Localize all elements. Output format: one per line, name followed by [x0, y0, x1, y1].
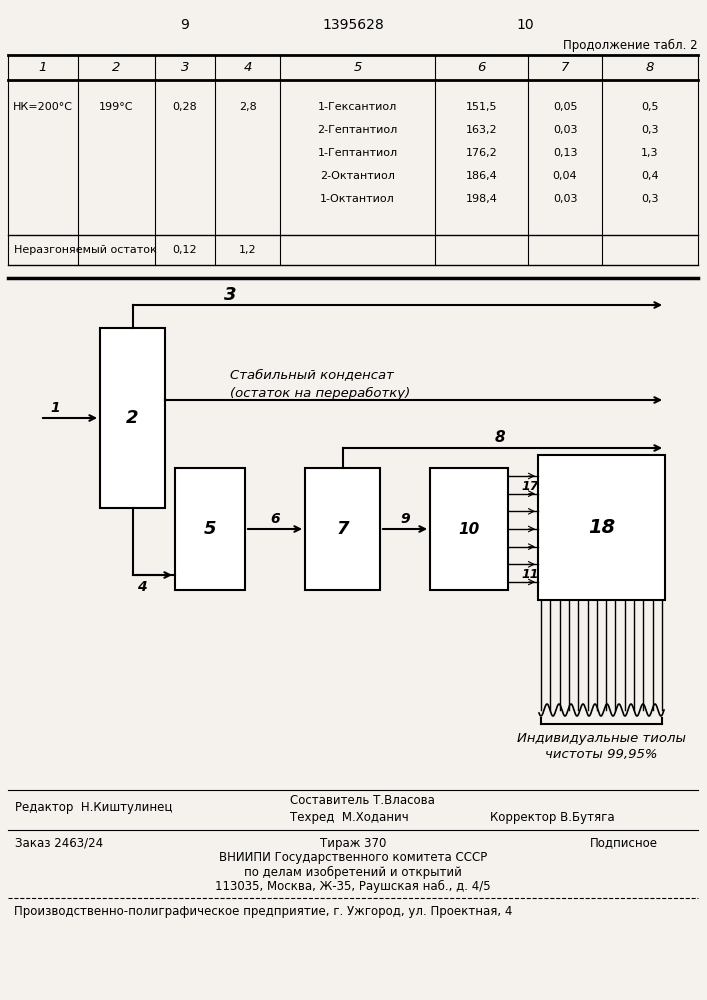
Text: 9: 9	[180, 18, 189, 32]
Text: 1,3: 1,3	[641, 148, 659, 158]
Text: 1: 1	[39, 61, 47, 74]
Bar	[430, 468, 508, 590]
Text: по делам изобретений и открытий: по делам изобретений и открытий	[244, 865, 462, 879]
Text: Корректор В.Бутяга: Корректор В.Бутяга	[490, 810, 614, 824]
Text: 9: 9	[400, 512, 410, 526]
Text: Продолжение табл. 2: Продолжение табл. 2	[563, 38, 698, 52]
Text: Подписное: Подписное	[590, 836, 658, 850]
Text: Редактор  Н.Киштулинец: Редактор Н.Киштулинец	[15, 802, 173, 814]
Text: 7: 7	[337, 520, 349, 538]
Text: 3: 3	[181, 61, 189, 74]
Text: 199°С: 199°С	[99, 102, 134, 112]
Text: 0,4: 0,4	[641, 171, 659, 181]
Text: 11: 11	[521, 568, 539, 580]
Text: 0,13: 0,13	[553, 148, 577, 158]
Text: ВНИИПИ Государственного комитета СССР: ВНИИПИ Государственного комитета СССР	[219, 852, 487, 864]
Bar	[175, 468, 245, 590]
Text: 0,3: 0,3	[641, 194, 659, 204]
Text: 1-Гептантиол: 1-Гептантиол	[317, 148, 397, 158]
Text: 176,2: 176,2	[466, 148, 498, 158]
Text: Заказ 2463/24: Заказ 2463/24	[15, 836, 103, 850]
Text: Техред  М.Ходанич: Техред М.Ходанич	[290, 810, 409, 824]
Text: 5: 5	[354, 61, 362, 74]
Bar	[538, 455, 665, 600]
Text: 7: 7	[561, 61, 569, 74]
Text: 2,8: 2,8	[239, 102, 257, 112]
Text: 1,2: 1,2	[239, 245, 257, 255]
Text: Неразгоняемый остаток: Неразгоняемый остаток	[14, 245, 157, 255]
Text: 0,03: 0,03	[553, 125, 577, 135]
Text: 3: 3	[223, 286, 236, 304]
Text: 18: 18	[588, 518, 615, 537]
Text: 17: 17	[521, 480, 539, 492]
Text: Стабильный конденсат: Стабильный конденсат	[230, 368, 394, 381]
Text: 5: 5	[204, 520, 216, 538]
Text: 10: 10	[458, 522, 479, 536]
Text: 0,03: 0,03	[553, 194, 577, 204]
Text: 0,04: 0,04	[553, 171, 578, 181]
Text: 0,05: 0,05	[553, 102, 577, 112]
Bar	[100, 328, 165, 508]
Text: 4: 4	[137, 580, 147, 594]
Text: 2-Гептантиол: 2-Гептантиол	[317, 125, 397, 135]
Text: 10: 10	[516, 18, 534, 32]
Text: 198,4: 198,4	[466, 194, 498, 204]
Text: 6: 6	[270, 512, 280, 526]
Text: 0,5: 0,5	[641, 102, 659, 112]
Text: Производственно-полиграфическое предприятие, г. Ужгород, ул. Проектная, 4: Производственно-полиграфическое предприя…	[14, 906, 513, 918]
Text: 163,2: 163,2	[466, 125, 497, 135]
Text: 1-Октантиол: 1-Октантиол	[320, 194, 395, 204]
Text: 6: 6	[477, 61, 486, 74]
Text: 2-Октантиол: 2-Октантиол	[320, 171, 395, 181]
Text: 186,4: 186,4	[466, 171, 498, 181]
Text: 151,5: 151,5	[466, 102, 497, 112]
Text: 0,12: 0,12	[173, 245, 197, 255]
Text: 1-Гексантиол: 1-Гексантиол	[318, 102, 397, 112]
Text: 1: 1	[50, 401, 60, 415]
Text: 113035, Москва, Ж-35, Раушская наб., д. 4/5: 113035, Москва, Ж-35, Раушская наб., д. …	[215, 879, 491, 893]
Text: 2: 2	[112, 61, 121, 74]
Text: Индивидуальные тиолы: Индивидуальные тиолы	[517, 732, 686, 745]
Text: Составитель Т.Власова: Составитель Т.Власова	[290, 794, 435, 806]
Text: 0,3: 0,3	[641, 125, 659, 135]
Text: 8: 8	[495, 430, 506, 446]
Text: Тираж 370: Тираж 370	[320, 836, 386, 850]
Text: НК=200°С: НК=200°С	[13, 102, 73, 112]
Text: 2: 2	[127, 409, 139, 427]
Text: чистоты 99,95%: чистоты 99,95%	[545, 748, 658, 761]
Text: (остаток на переработку): (остаток на переработку)	[230, 386, 410, 400]
Text: 4: 4	[243, 61, 252, 74]
Text: 8: 8	[645, 61, 654, 74]
Bar	[305, 468, 380, 590]
Text: 0,28: 0,28	[173, 102, 197, 112]
Text: 1395628: 1395628	[322, 18, 384, 32]
